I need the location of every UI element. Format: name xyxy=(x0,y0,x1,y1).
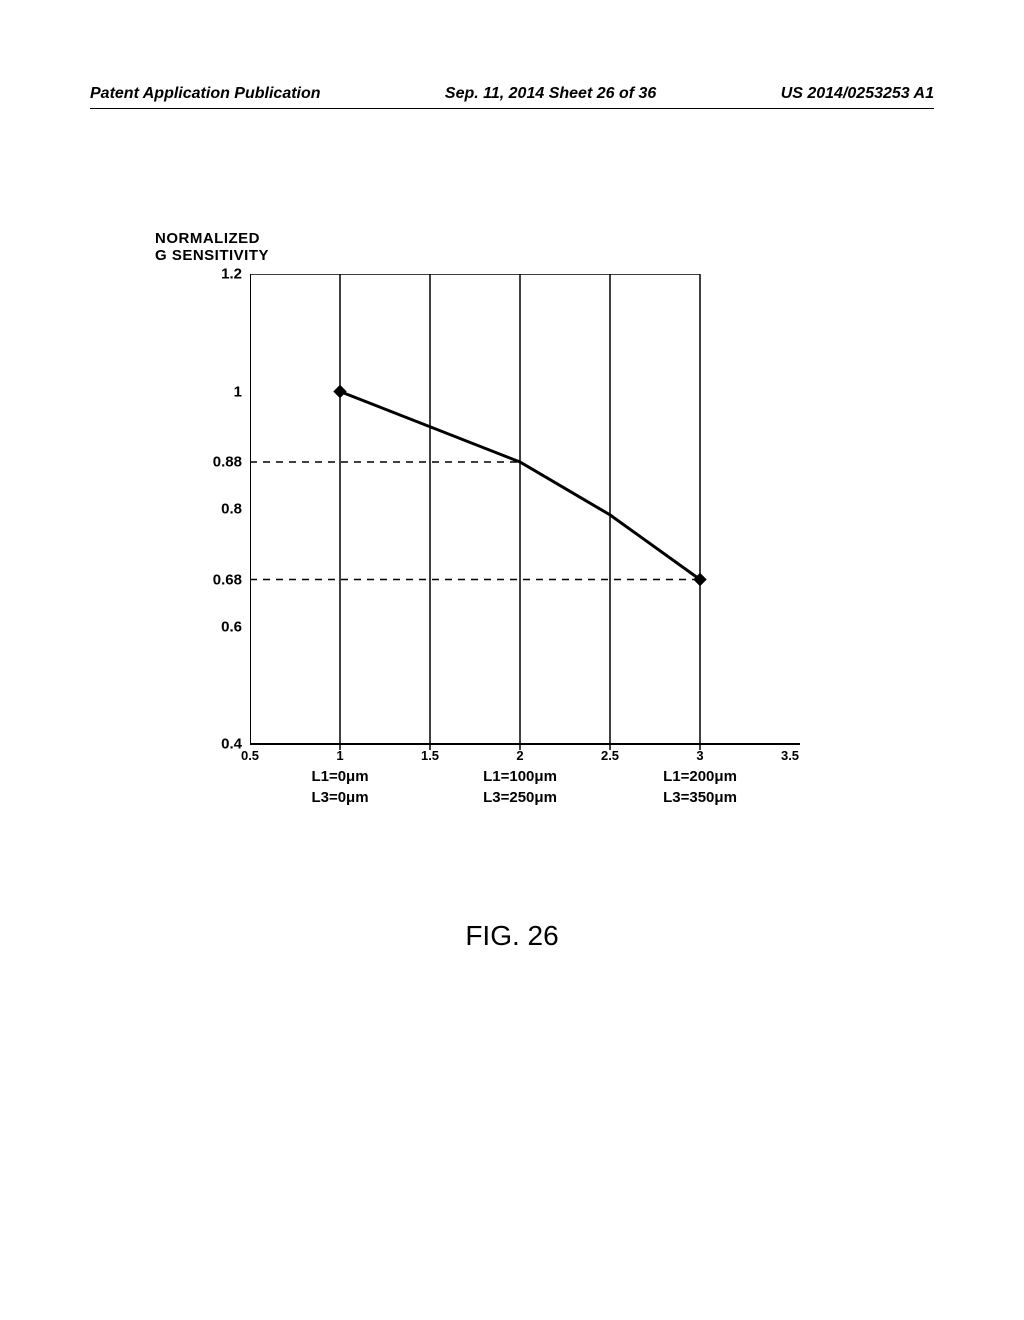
y-axis-title: NORMALIZED G SENSITIVITY xyxy=(155,230,835,264)
header-right: US 2014/0253253 A1 xyxy=(781,85,934,103)
y-tick-label: 0.8 xyxy=(221,501,242,518)
y-tick-label: 1.2 xyxy=(221,266,242,283)
x-tick-label: 0.5 xyxy=(241,748,259,763)
plot-area: 1.210.880.80.680.60.40.511.522.533.5L1=0… xyxy=(250,274,790,744)
header: Patent Application Publication Sep. 11, … xyxy=(0,85,1024,103)
chart-container: NORMALIZED G SENSITIVITY 1.210.880.80.68… xyxy=(155,230,835,744)
header-center: Sep. 11, 2014 Sheet 26 of 36 xyxy=(445,85,656,103)
x-tick-label: 2 xyxy=(516,748,523,763)
y-tick-label: 0.4 xyxy=(221,736,242,753)
chart-svg xyxy=(250,274,810,764)
y-tick-label: 0.88 xyxy=(213,454,242,471)
header-divider xyxy=(90,108,934,109)
x-tick-label: 1 xyxy=(336,748,343,763)
x-axis-category: L1=0μmL3=0μm xyxy=(311,766,368,808)
header-left: Patent Application Publication xyxy=(90,85,321,103)
x-axis-category: L1=100μmL3=250μm xyxy=(483,766,557,808)
x-tick-label: 2.5 xyxy=(601,748,619,763)
y-tick-label: 0.6 xyxy=(221,618,242,635)
y-tick-label: 1 xyxy=(234,383,242,400)
y-tick-label: 0.68 xyxy=(213,571,242,588)
figure-caption: FIG. 26 xyxy=(0,920,1024,952)
x-axis-category: L1=200μmL3=350μm xyxy=(663,766,737,808)
x-tick-label: 3 xyxy=(696,748,703,763)
x-tick-label: 1.5 xyxy=(421,748,439,763)
x-tick-label: 3.5 xyxy=(781,748,799,763)
